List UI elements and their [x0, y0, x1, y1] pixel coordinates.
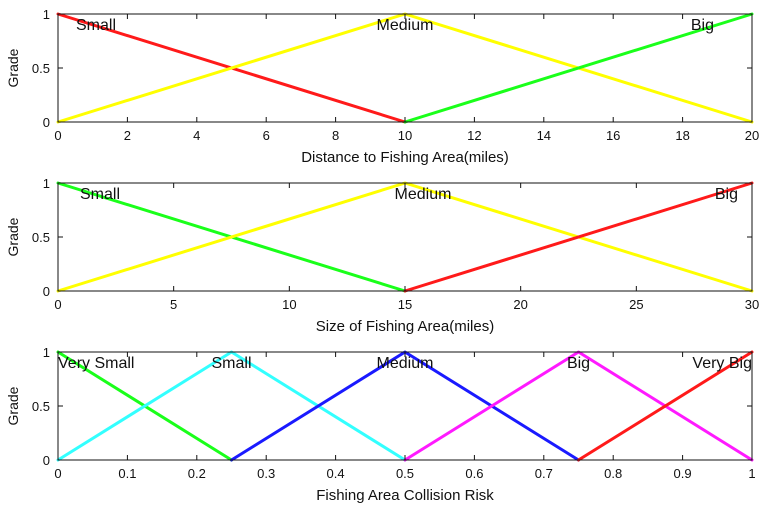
series-label-2: Medium	[377, 17, 434, 34]
x-axis-label: Size of Fishing Area(miles)	[316, 318, 494, 335]
x-tick-label: 0	[54, 466, 61, 481]
x-tick-label: 4	[193, 128, 200, 143]
x-tick-label: 2	[124, 128, 131, 143]
x-tick-label: 0.4	[327, 466, 345, 481]
series-line-3	[403, 181, 754, 293]
x-tick-label: 0.3	[257, 466, 275, 481]
y-axis-label: Grade	[5, 386, 21, 425]
x-tick-label: 20	[513, 297, 527, 312]
y-tick-label: 0.5	[32, 61, 50, 76]
x-tick-label: 14	[537, 128, 551, 143]
x-tick-label: 10	[282, 297, 296, 312]
chart-1: 0 2 4 6 8 10 12 14 16 18 20 0 0.5 1 Distance to Fishin…	[5, 7, 759, 166]
x-tick-label: 25	[629, 297, 643, 312]
x-tick-label: 16	[606, 128, 620, 143]
x-tick-label: 0.5	[396, 466, 414, 481]
x-tick-label: 20	[745, 128, 759, 143]
y-axis-label: Grade	[5, 217, 21, 256]
x-tick-label: 10	[398, 128, 412, 143]
series-label-3: Big	[691, 17, 714, 34]
x-tick-label: 0.7	[535, 466, 553, 481]
x-tick-label: 12	[467, 128, 481, 143]
x-tick-label: 0.1	[118, 466, 136, 481]
x-axis-label: Fishing Area Collision Risk	[316, 487, 494, 504]
x-tick-label: 18	[675, 128, 689, 143]
series-label-2: Medium	[395, 186, 452, 203]
x-tick-label: 6	[263, 128, 270, 143]
series-label-1: Very Small	[58, 355, 134, 372]
x-tick-label: 0.9	[674, 466, 692, 481]
series-label-2: Small	[211, 355, 251, 372]
x-tick-label: 8	[332, 128, 339, 143]
x-tick-label: 0.8	[604, 466, 622, 481]
x-tick-label: 0.6	[465, 466, 483, 481]
y-tick-label: 0	[43, 115, 50, 130]
y-tick-label: 0	[43, 453, 50, 468]
x-tick-label: 15	[398, 297, 412, 312]
series-label-1: Small	[80, 186, 120, 203]
x-tick-label: 0	[54, 128, 61, 143]
series-label-4: Big	[567, 355, 590, 372]
y-tick-label: 1	[43, 345, 50, 360]
y-tick-label: 0.5	[32, 230, 50, 245]
y-tick-label: 0.5	[32, 399, 50, 414]
x-tick-label: 30	[745, 297, 759, 312]
chart-3: 0 0.1 0.2 0.3 0.4 0.5 0.6 0.7 0.8 0.9 1 0 0.5 1 Fishin…	[5, 345, 756, 504]
series-label-5: Very Big	[692, 355, 752, 372]
series-label-1: Small	[76, 17, 116, 34]
series-label-3: Medium	[377, 355, 434, 372]
chart-2: 0 5 10 15 20 25 30 0 0.5 1 Size of Fishing Area(mi…	[5, 176, 759, 335]
series-line-3	[403, 12, 754, 124]
series-label-3: Big	[715, 186, 738, 203]
series-line-5	[577, 350, 754, 462]
x-axis-label: Distance to Fishing Area(miles)	[301, 149, 509, 166]
x-tick-label: 1	[748, 466, 755, 481]
y-axis-label: Grade	[5, 48, 21, 87]
x-tick-label: 0.2	[188, 466, 206, 481]
x-tick-label: 0	[54, 297, 61, 312]
y-tick-label: 1	[43, 7, 50, 22]
y-tick-label: 0	[43, 284, 50, 299]
y-tick-label: 1	[43, 176, 50, 191]
x-tick-label: 5	[170, 297, 177, 312]
